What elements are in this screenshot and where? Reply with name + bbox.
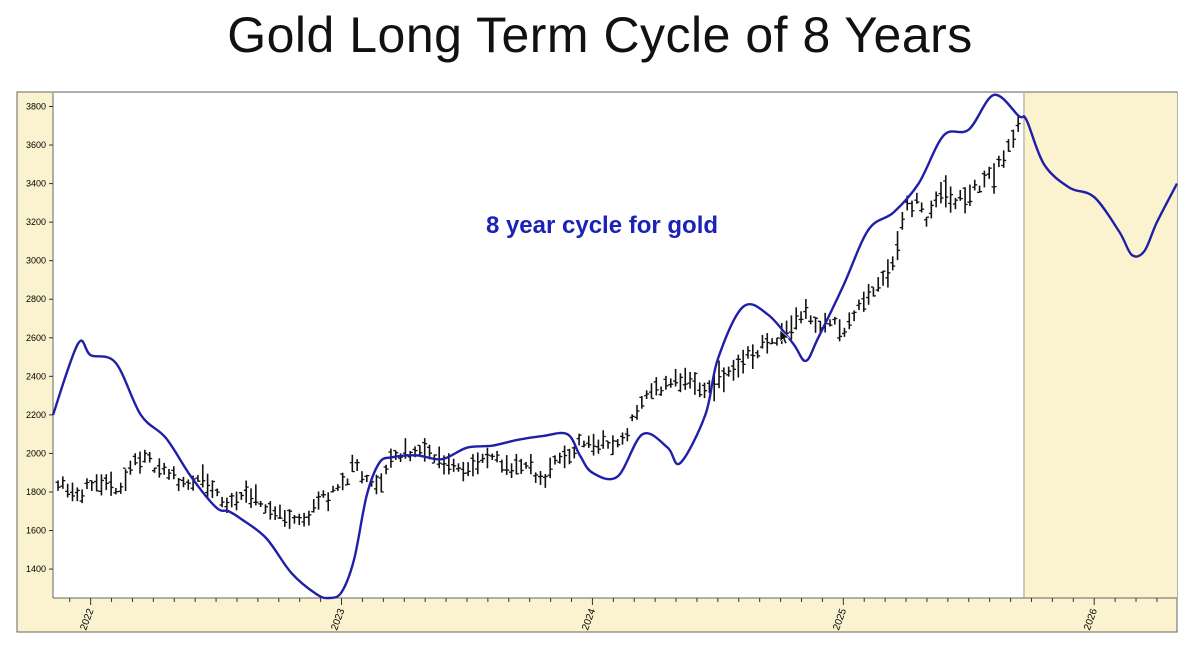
y-tick-label: 1800 xyxy=(26,487,46,497)
mouse-cursor-icon xyxy=(779,329,790,345)
y-axis: 1400 1600 1800 2000 2200 2400 2600 2800 3000 3200… xyxy=(26,101,53,574)
y-tick-label: 2200 xyxy=(26,410,46,420)
y-tick-label: 2000 xyxy=(26,448,46,458)
cycle-annotation: 8 year cycle for gold xyxy=(486,212,718,239)
history-area xyxy=(53,93,1024,598)
plot-area xyxy=(51,93,1179,600)
forecast-area xyxy=(1023,93,1177,598)
y-tick-label: 3000 xyxy=(26,256,46,266)
cycle-line xyxy=(51,93,1179,600)
y-tick-label: 2400 xyxy=(26,371,46,381)
y-tick-label: 3800 xyxy=(26,101,46,111)
y-tick-label: 1400 xyxy=(26,564,46,574)
y-tick-label: 2800 xyxy=(26,294,46,304)
chart-title: Gold Long Term Cycle of 8 Years xyxy=(227,7,973,63)
y-tick-label: 3200 xyxy=(26,217,46,227)
y-tick-label: 2600 xyxy=(26,333,46,343)
y-tick-label: 1600 xyxy=(26,526,46,536)
y-tick-label: 3600 xyxy=(26,140,46,150)
y-tick-label: 3400 xyxy=(26,179,46,189)
